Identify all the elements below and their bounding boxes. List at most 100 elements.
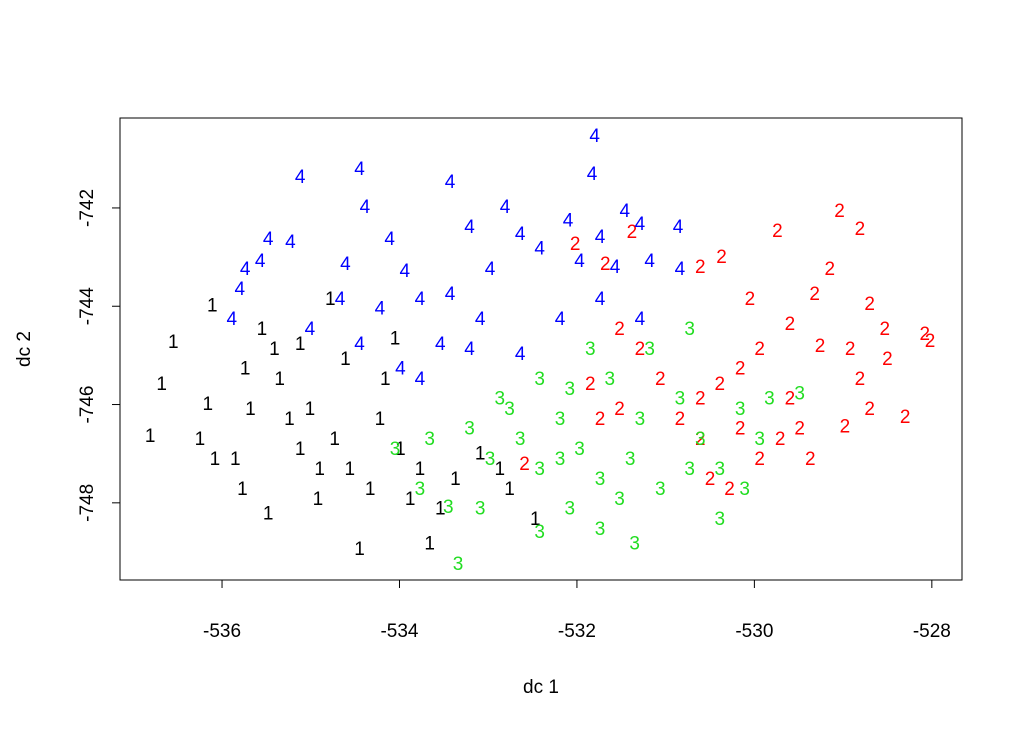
point: 4 <box>620 201 631 222</box>
point: 2 <box>675 409 686 430</box>
point: 4 <box>295 167 306 188</box>
point: 2 <box>627 222 638 243</box>
point: 1 <box>203 394 214 415</box>
point: 2 <box>880 319 891 340</box>
x-axis-label: dc 1 <box>523 677 559 698</box>
point: 2 <box>754 449 765 470</box>
point: 3 <box>675 389 686 410</box>
y-axis-label: dc 2 <box>14 331 35 367</box>
point: 3 <box>424 429 435 450</box>
point: 3 <box>504 399 515 420</box>
point: 2 <box>900 407 911 428</box>
point: 3 <box>764 389 775 410</box>
point: 2 <box>855 369 866 390</box>
point: 3 <box>515 429 526 450</box>
point: 1 <box>245 399 256 420</box>
point: 4 <box>515 224 526 245</box>
point: 4 <box>610 257 621 278</box>
point: 3 <box>684 459 695 480</box>
point: 4 <box>400 261 411 282</box>
point: 1 <box>435 499 446 520</box>
y-tick-label: -746 <box>77 386 98 424</box>
point: 1 <box>354 539 365 560</box>
point: 4 <box>445 284 456 305</box>
point: 3 <box>635 409 646 430</box>
point: 3 <box>684 319 695 340</box>
point: 3 <box>595 519 606 540</box>
point: 3 <box>565 499 576 520</box>
point: 4 <box>395 359 406 380</box>
point: 4 <box>227 309 238 330</box>
point: 2 <box>825 259 836 280</box>
point: 4 <box>635 309 646 330</box>
point: 3 <box>534 459 545 480</box>
point: 1 <box>263 504 274 525</box>
point: 4 <box>415 369 426 390</box>
y-tick-label: -744 <box>77 287 98 325</box>
point: 3 <box>494 389 505 410</box>
point: 4 <box>255 251 266 272</box>
point: 2 <box>925 331 936 352</box>
point: 3 <box>629 534 640 555</box>
point: 1 <box>168 332 179 353</box>
point: 3 <box>534 369 545 390</box>
point: 2 <box>840 417 851 438</box>
point: 2 <box>735 359 746 380</box>
point: 2 <box>695 429 706 450</box>
point: 2 <box>775 429 786 450</box>
point: 1 <box>313 489 324 510</box>
point: 1 <box>345 459 356 480</box>
point: 2 <box>785 389 796 410</box>
point: 1 <box>207 296 218 317</box>
x-tick-label: -534 <box>380 621 418 642</box>
point: 4 <box>435 334 446 355</box>
point: 1 <box>230 449 241 470</box>
point: 4 <box>675 259 686 280</box>
point: 4 <box>340 254 351 275</box>
point: 3 <box>443 497 454 518</box>
point: 3 <box>655 479 666 500</box>
point: 1 <box>405 489 416 510</box>
point: 1 <box>145 426 156 447</box>
point: 4 <box>534 239 545 260</box>
point: 1 <box>257 319 268 340</box>
point: 4 <box>574 251 585 272</box>
point: 2 <box>864 399 875 420</box>
point: 3 <box>625 449 636 470</box>
point: 2 <box>785 314 796 335</box>
point: 1 <box>269 339 280 360</box>
point: 1 <box>295 439 306 460</box>
point: 4 <box>555 309 566 330</box>
point: 4 <box>595 227 606 248</box>
point: 4 <box>375 299 386 320</box>
x-tick-label: -536 <box>203 621 241 642</box>
point: 1 <box>329 429 340 450</box>
point: 3 <box>415 479 426 500</box>
point: 2 <box>882 349 893 370</box>
point: 4 <box>234 279 245 300</box>
point: 1 <box>240 359 251 380</box>
point: 3 <box>754 429 765 450</box>
point: 4 <box>354 334 365 355</box>
point: 2 <box>845 339 856 360</box>
point: 2 <box>834 201 845 222</box>
point: 1 <box>424 534 435 555</box>
point: 2 <box>695 257 706 278</box>
point: 1 <box>390 329 401 350</box>
point: 3 <box>555 409 566 430</box>
point: 1 <box>475 444 486 465</box>
point: 4 <box>500 197 511 218</box>
point: 1 <box>156 374 167 395</box>
point: 1 <box>274 369 285 390</box>
point: 3 <box>614 489 625 510</box>
point: 3 <box>595 469 606 490</box>
point: 1 <box>395 439 406 460</box>
point: 2 <box>809 284 820 305</box>
x-tick-label: -528 <box>913 621 951 642</box>
point: 2 <box>570 234 581 255</box>
y-tick-label: -748 <box>77 484 98 522</box>
x-tick-label: -530 <box>735 621 773 642</box>
point: 4 <box>305 319 316 340</box>
point: 2 <box>855 219 866 240</box>
